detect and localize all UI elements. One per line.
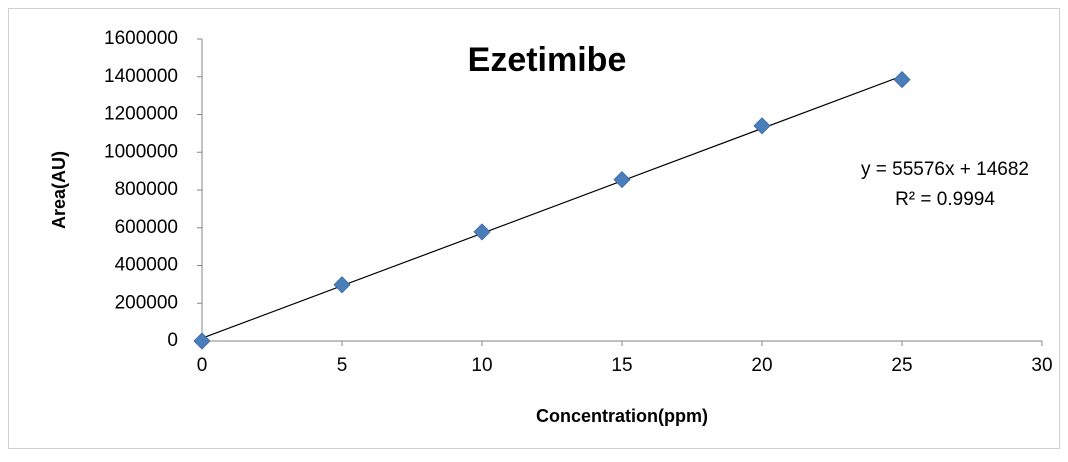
y-axis-label: Area(AU) [49,151,69,229]
x-tick-label: 15 [611,355,632,376]
x-tick-label: 10 [471,355,492,376]
chart-title: Ezetimibe [468,41,627,79]
data-point [193,332,211,350]
y-tick-label: 0 [167,330,178,351]
data-point [613,171,631,189]
trendline-r2: R² = 0.9994 [895,189,995,210]
y-tick-label: 400000 [115,255,178,276]
trendline-equation: y = 55576x + 14682 [861,159,1029,180]
y-tick-label: 1000000 [104,141,178,162]
y-tick-label: 1200000 [104,104,178,125]
x-axis-label: Concentration(ppm) [536,406,708,426]
x-tick-label: 30 [1031,355,1052,376]
trendline [201,75,903,339]
data-point [753,117,771,135]
y-tick-label: 1600000 [104,28,178,49]
y-tick-label: 200000 [115,292,178,313]
y-tick-label: 800000 [115,179,178,200]
chart-border [8,8,1060,449]
y-tick-label: 600000 [115,217,178,238]
data-point [333,276,351,294]
x-tick-label: 5 [337,355,348,376]
data-point [893,71,911,89]
x-tick-label: 25 [891,355,912,376]
x-tick-label: 0 [197,355,208,376]
data-point [473,223,491,241]
x-tick-label: 20 [751,355,772,376]
y-tick-label: 1400000 [104,66,178,87]
